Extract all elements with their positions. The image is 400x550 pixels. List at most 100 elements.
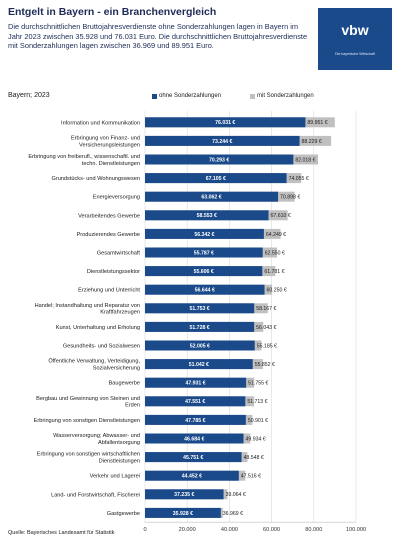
data-label-mit: 50.901 € [248, 418, 268, 424]
category-label: techn. Dienstleistungen [82, 161, 140, 167]
page-subtitle: Die durchschnittlichen Bruttojahresverdi… [8, 22, 308, 51]
data-label-mit: 67.610 € [271, 213, 291, 219]
bar-ohne-sonderzahlungen [145, 489, 224, 500]
category-label: Erbringung von sonstigen wirtschaftliche… [37, 452, 140, 458]
bar-ohne-sonderzahlungen [145, 359, 253, 370]
data-label-mit: 64.249 € [266, 232, 286, 238]
data-label-ohne: 47.931 € [185, 381, 205, 387]
data-label-ohne: 37.235 € [174, 492, 194, 498]
category-label: Versicherungsleistungen [79, 142, 140, 148]
bar-ohne-sonderzahlungen [145, 321, 255, 332]
data-label-ohne: 58.553 € [197, 213, 217, 219]
category-label: Gesamtwirtschaft [97, 251, 141, 257]
data-label-mit: 74.055 € [289, 176, 309, 182]
bar-ohne-sonderzahlungen [145, 135, 300, 146]
data-label-mit: 70.898 € [280, 195, 300, 201]
data-label-ohne: 55.787 € [194, 250, 214, 256]
data-label-mit: 36.969 € [223, 511, 243, 517]
data-label-ohne: 63.062 € [201, 195, 221, 201]
category-label: Grundstücks- und Wohnungswesen [51, 176, 140, 182]
category-label: Verarbeitendes Gewerbe [78, 213, 140, 219]
data-label-mit: 89.951 € [307, 120, 327, 126]
bar-ohne-sonderzahlungen [145, 266, 263, 277]
category-label: Abfallentsorgung [98, 440, 140, 446]
data-label-mit: 61.781 € [264, 269, 284, 275]
bar-ohne-sonderzahlungen [145, 433, 244, 444]
category-label: Energieversorgung [93, 195, 140, 201]
category-label: Land- und Forstwirtschaft, Fischerei [51, 492, 140, 498]
header: Entgelt in Bayern - ein Branchenvergleic… [0, 0, 400, 80]
data-label-ohne: 47.785 € [185, 418, 205, 424]
category-label: Erbringung von Finanz- und [71, 136, 140, 142]
data-label-ohne: 56.644 € [195, 288, 215, 294]
legend-item-ohne: ohne Sonderzahlungen [152, 93, 221, 99]
category-label: Dienstleistungen [99, 459, 140, 465]
data-label-ohne: 46.684 € [184, 436, 204, 442]
data-label-mit: 55.852 € [255, 362, 275, 368]
legend-item-mit: mit Sonderzahlungen [250, 93, 314, 99]
data-label-mit: 51.713 € [247, 399, 267, 405]
logo-name: vbw [341, 22, 369, 38]
category-label: Baugewerbe [109, 381, 140, 387]
data-label-mit: 60.250 € [267, 288, 287, 294]
category-label: Gastgewerbe [107, 511, 140, 517]
category-label: Erziehung und Unterricht [78, 288, 140, 294]
data-label-mit: 82.018 € [295, 157, 315, 163]
data-label-ohne: 52.005 € [190, 343, 210, 349]
data-label-mit: 47.516 € [241, 474, 261, 480]
bar-ohne-sonderzahlungen [145, 173, 287, 184]
legend-label-mit: mit Sonderzahlungen [257, 93, 314, 99]
data-label-ohne: 51.728 € [189, 325, 209, 331]
data-label-mit: 51.755 € [248, 381, 268, 387]
data-label-ohne: 51.753 € [189, 306, 209, 312]
category-label: Kunst, Unterhaltung und Erholung [56, 325, 140, 331]
bar-ohne-sonderzahlungen [145, 228, 264, 239]
bar-ohne-sonderzahlungen [145, 340, 255, 351]
category-label: Gesundheits- und Sozialwesen [63, 344, 140, 350]
bar-ohne-sonderzahlungen [145, 247, 263, 258]
legend-swatch-ohne [152, 93, 157, 99]
region-label: Bayern; 2023 [8, 92, 50, 99]
legend-swatch-mit [250, 93, 255, 99]
data-label-ohne: 76.031 € [215, 120, 235, 126]
x-tick-label: 40.000 [221, 527, 238, 533]
data-label-ohne: 67.105 € [206, 176, 226, 182]
data-label-mit: 56.043 € [256, 325, 276, 331]
data-label-ohne: 56.342 € [194, 232, 214, 238]
bar-ohne-sonderzahlungen [145, 414, 246, 425]
data-label-ohne: 45.751 € [183, 455, 203, 461]
category-label: Information und Kommunikation [61, 120, 140, 126]
x-tick-label: 20.000 [179, 527, 196, 533]
category-label: Verkehr und Lagerei [90, 474, 140, 480]
legend-label-ohne: ohne Sonderzahlungen [159, 93, 222, 99]
bar-ohne-sonderzahlungen [145, 210, 269, 221]
data-label-mit: 39.064 € [226, 492, 246, 498]
category-label: Erbringung von freiberufl., wissenschaft… [28, 154, 140, 160]
data-label-ohne: 47.551 € [185, 399, 205, 405]
data-label-ohne: 70.293 € [209, 157, 229, 163]
bar-ohne-sonderzahlungen [145, 452, 242, 463]
x-tick-label: 0 [143, 527, 146, 533]
category-label: Erbringung von sonstigen Dienstleistunge… [34, 418, 140, 424]
bar-ohne-sonderzahlungen [145, 191, 279, 202]
x-tick-label: 100.000 [346, 527, 366, 533]
bar-ohne-sonderzahlungen [145, 396, 246, 407]
data-label-mit: 88.229 € [302, 139, 322, 145]
category-label: Erden [125, 403, 140, 409]
data-label-ohne: 44.452 € [182, 474, 202, 480]
bar-ohne-sonderzahlungen [145, 284, 265, 295]
data-label-ohne: 55.606 € [194, 269, 214, 275]
bar-ohne-sonderzahlungen [145, 507, 221, 518]
x-tick-label: 80.000 [305, 527, 322, 533]
data-label-mit: 55.185 € [257, 343, 277, 349]
logo-tagline: Die bayerische Wirtschaft [335, 52, 375, 56]
vbw-logo: vbw Die bayerische Wirtschaft [318, 8, 392, 70]
page-title: Entgelt in Bayern - ein Branchenvergleic… [8, 6, 217, 18]
data-label-ohne: 51.042 € [189, 362, 209, 368]
bar-ohne-sonderzahlungen [145, 303, 255, 314]
category-label: Sozialversicherung [93, 366, 140, 372]
category-label: Kraftfahrzeugen [100, 310, 140, 316]
bar-ohne-sonderzahlungen [145, 470, 239, 481]
bar-ohne-sonderzahlungen [145, 154, 294, 165]
